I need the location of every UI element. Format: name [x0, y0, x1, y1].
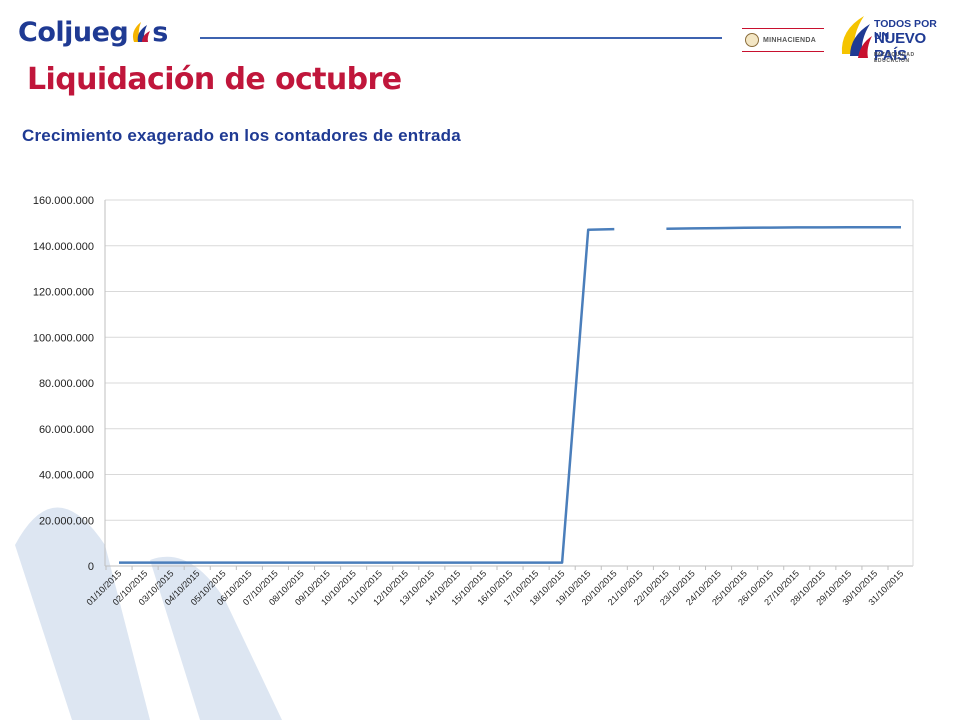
header: Coljueg s MINHACIENDA TODOS POR UN NUEVO…	[0, 0, 960, 70]
minhacienda-logo: MINHACIENDA	[742, 28, 824, 52]
header-rule	[200, 37, 722, 39]
brand-text: Coljueg	[18, 16, 129, 48]
coljuegos-logo: Coljueg s	[18, 12, 168, 52]
government-logo: TODOS POR UN NUEVO PAÍS PAZ EQUIDAD EDUC…	[838, 8, 950, 66]
chart-gridlines	[105, 199, 914, 567]
y-tick-label: 160.000.000	[33, 195, 94, 207]
y-tick-label: 60.000.000	[39, 424, 94, 436]
y-tick-label: 40.000.000	[39, 470, 94, 482]
line-chart: 0 20.000.000 40.000.000 60.000.000 80.000.00…	[33, 195, 914, 607]
y-tick-label: 140.000.000	[33, 241, 94, 253]
chart-x-axis: 01/10/201502/10/201503/10/201504/10/2015…	[84, 566, 905, 607]
y-tick-label: 0	[88, 561, 94, 573]
seal-icon	[745, 33, 759, 47]
watermark-shape	[15, 507, 282, 720]
slide-title: Liquidación de octubre	[27, 62, 402, 97]
ministry-text: MINHACIENDA	[763, 36, 817, 44]
flame-icon	[133, 22, 151, 42]
brand-text-end: s	[152, 16, 169, 48]
y-tick-label: 20.000.000	[39, 515, 94, 527]
y-tick-label: 100.000.000	[33, 332, 94, 344]
chart-series	[119, 225, 902, 564]
government-line-2: NUEVO PAÍS	[874, 30, 926, 64]
government-line-1: TODOS POR UN	[874, 18, 937, 42]
chart-y-axis: 0 20.000.000 40.000.000 60.000.000 80.000.00…	[33, 195, 106, 573]
flag-ribbon-icon	[841, 16, 872, 58]
slide-subtitle: Crecimiento exagerado en los contadores …	[22, 126, 461, 145]
series-line	[666, 225, 902, 231]
series-line	[119, 227, 615, 564]
y-tick-label: 120.000.000	[33, 287, 94, 299]
government-line-3: PAZ EQUIDAD EDUCACIÓN	[874, 52, 915, 64]
y-tick-label: 80.000.000	[39, 378, 94, 390]
